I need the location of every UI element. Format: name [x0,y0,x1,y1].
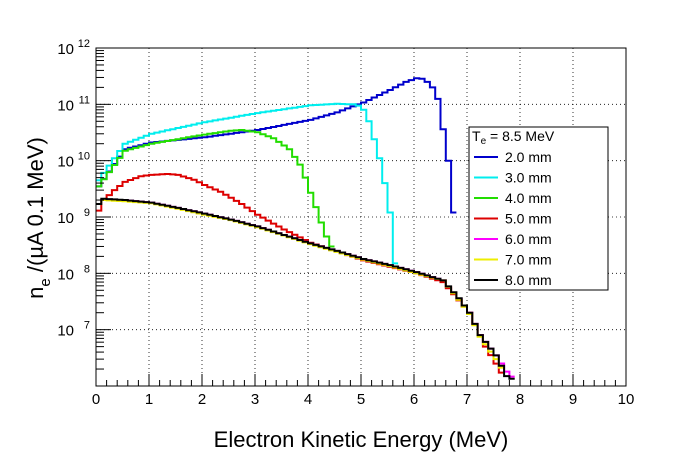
x-tick-label: 3 [251,391,259,408]
legend-header-rest: = 8.5 MeV [486,128,555,144]
series-line [96,102,399,265]
x-tick-labels: 0 1 2 3 4 5 6 7 8 9 10 [92,391,635,408]
y-tick-exponent: 9 [84,207,90,219]
legend-entries: 2.0 mm 3.0 mm 4.0 mm 5.0 mm 6.0 mm 7.0 mm 8.0 … [474,149,552,288]
x-tick-label: 8 [516,391,524,408]
x-axis-title: Electron Kinetic Energy (MeV) [214,427,509,452]
y-tick-base: 10 [57,323,74,340]
x-tick-label: 6 [410,391,418,408]
legend-label: 6.0 mm [505,231,552,247]
y-axis-title-sub: e [37,278,54,286]
series-layer [96,77,515,380]
x-tick-label: 9 [569,391,577,408]
x-tick-label: 5 [357,391,365,408]
legend-header: Te = 8.5 MeV [472,128,555,147]
legend-header-sub: e [481,136,487,147]
series-line [96,129,335,248]
y-axis-title-main: n [23,287,48,299]
y-tick-exponent: 10 [78,151,90,163]
y-tick-exponent: 8 [84,263,90,275]
y-tick-label: 10 [57,323,74,340]
y-tick-label: 10 [57,266,74,283]
y-tick-base: 10 [57,97,74,114]
y-tick-label: 10 [57,97,74,114]
series-line [96,199,505,369]
legend-header-main: T [472,128,481,144]
legend-label: 8.0 mm [505,272,552,288]
y-tick-base: 10 [57,210,74,227]
y-tick-exponent: 7 [84,320,90,332]
y-tick-label: 10 [57,41,74,58]
legend-label: 3.0 mm [505,170,552,186]
legend-label: 7.0 mm [505,252,552,268]
legend-label: 5.0 mm [505,211,552,227]
y-tick-exponent: 12 [78,38,90,50]
x-tick-label: 7 [463,391,471,408]
x-tick-label: 0 [92,391,100,408]
ticks-layer [95,50,627,387]
legend: Te = 8.5 MeV 2.0 mm 3.0 mm 4.0 mm 5.0 mm 6.0… [468,126,609,291]
y-tick-base: 10 [57,266,74,283]
x-tick-label: 2 [198,391,206,408]
legend-box [468,126,609,291]
y-tick-labels: 10 7 10 8 10 9 10 10 10 11 10 12 [57,38,90,340]
series-line [96,197,515,380]
x-tick-label: 4 [304,391,312,408]
legend-label: 4.0 mm [505,190,552,206]
y-tick-label: 10 [57,154,74,171]
legend-label: 2.0 mm [505,149,552,165]
y-tick-base: 10 [57,154,74,171]
y-axis-title-rest: /(µA 0.1 MeV) [23,137,48,278]
series-line [96,77,457,214]
y-axis-title: ne /(µA 0.1 MeV) [23,137,54,299]
x-tick-label: 1 [145,391,153,408]
y-tick-label: 10 [57,210,74,227]
y-tick-base: 10 [57,41,74,58]
y-tick-exponent: 11 [79,94,90,106]
x-tick-label: 10 [618,391,635,408]
